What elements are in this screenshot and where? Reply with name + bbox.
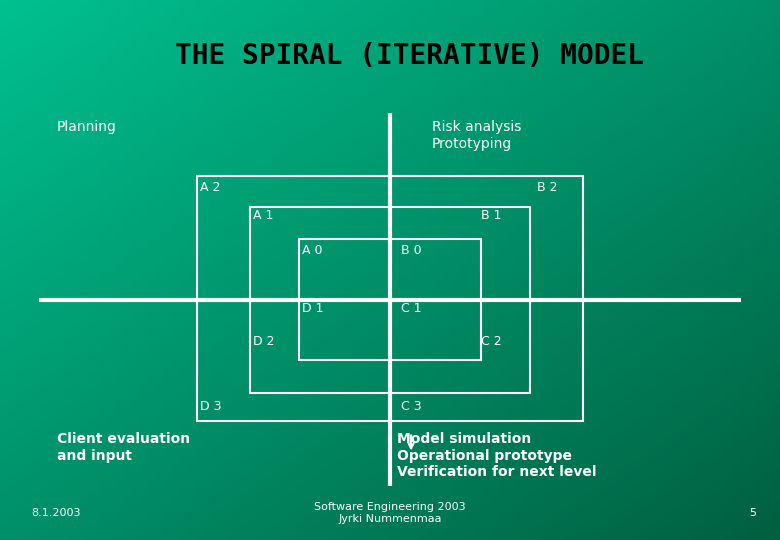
Text: THE SPIRAL (ITERATIVE) MODEL: THE SPIRAL (ITERATIVE) MODEL (175, 42, 644, 70)
Bar (299, 239, 481, 300)
Text: Model simulation
Operational prototype
Verification for next level: Model simulation Operational prototype V… (397, 433, 597, 479)
Text: C 1: C 1 (401, 302, 421, 315)
Bar (250, 300, 530, 393)
Bar (197, 176, 583, 300)
Text: 8.1.2003: 8.1.2003 (31, 508, 80, 518)
Bar (250, 206, 530, 300)
Text: B 2: B 2 (537, 181, 558, 194)
Text: D 3: D 3 (200, 400, 222, 413)
Text: B 0: B 0 (401, 244, 421, 257)
Text: C 3: C 3 (401, 400, 421, 413)
Text: D 1: D 1 (303, 302, 324, 315)
Text: D 2: D 2 (253, 335, 275, 348)
Text: Software Engineering 2003
Jyrki Nummenmaa: Software Engineering 2003 Jyrki Nummenma… (314, 502, 466, 524)
Text: B 1: B 1 (481, 209, 502, 222)
Bar (197, 300, 583, 421)
Text: A 2: A 2 (200, 181, 221, 194)
Text: A 0: A 0 (303, 244, 323, 257)
Bar (299, 300, 481, 360)
Text: Planning: Planning (57, 120, 116, 134)
Text: C 2: C 2 (481, 335, 502, 348)
Text: Risk analysis
Prototyping: Risk analysis Prototyping (432, 120, 522, 151)
Text: Client evaluation
and input: Client evaluation and input (57, 433, 190, 463)
Text: A 1: A 1 (253, 209, 274, 222)
Text: 5: 5 (750, 508, 757, 518)
